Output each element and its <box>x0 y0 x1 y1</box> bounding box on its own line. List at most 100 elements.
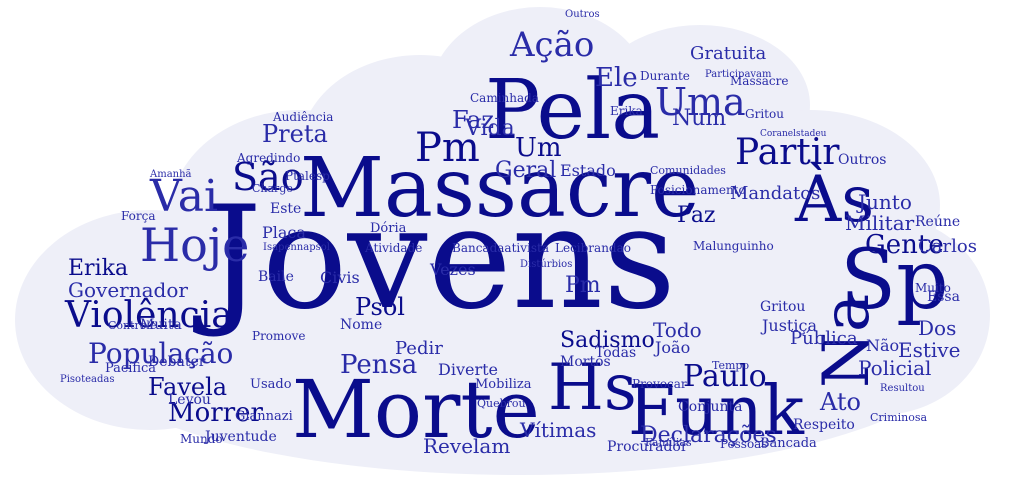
word-psol: Psol <box>355 293 405 321</box>
word-promove: Promove <box>252 329 306 343</box>
word-ptalesp: Ptalesp <box>285 169 330 183</box>
word-doria: Dória <box>370 221 407 236</box>
word-mortos: Mortos <box>560 354 611 370</box>
word-familias: Famílias <box>645 436 692 449</box>
word-hoje: Hoje <box>140 218 250 272</box>
word-participavam: Participavam <box>705 69 772 80</box>
word-as: Às <box>795 163 875 237</box>
word-mundo: Mundo <box>180 432 223 446</box>
word-governador: Governador <box>68 278 188 302</box>
word-gritou-small: Gritou <box>745 107 784 121</box>
word-quebrou: Quebrou <box>477 397 526 410</box>
word-amanha: Amanhã <box>150 169 192 180</box>
word-vezes: Vezes <box>430 260 476 279</box>
word-massacre-small: Massacre <box>730 74 789 88</box>
word-civis: Civis <box>320 268 360 287</box>
word-levou: Levou <box>168 392 211 408</box>
word-paulo: Paulo <box>683 359 767 394</box>
word-mandatos: Mandatos <box>730 183 821 204</box>
word-erika: Erika <box>68 256 129 281</box>
word-comunidades: Comunidades <box>650 164 726 177</box>
word-todas: Todas <box>595 345 637 361</box>
word-debater: Debater <box>148 354 206 370</box>
word-conjunta: Conjunta <box>678 399 743 415</box>
word-publica: Pública <box>790 328 858 349</box>
word-posicionamento: Posicionamento <box>650 183 746 197</box>
word-ele: Ele <box>595 63 638 93</box>
word-bancada: Bancada <box>760 436 817 451</box>
word-pisoteadas: Pisoteadas <box>60 374 115 385</box>
word-durante: Durante <box>640 69 690 83</box>
word-policial: Policial <box>858 356 932 380</box>
word-respeito: Respeito <box>793 417 855 433</box>
word-isapennapsol: Isapennapsol <box>263 242 330 253</box>
word-pedir: Pedir <box>395 338 443 359</box>
word-pm-2: Pm <box>565 273 601 298</box>
word-junto: Junto <box>858 190 912 214</box>
word-disturbios: Distúrbios <box>520 259 573 270</box>
word-dos: Dos <box>918 316 957 340</box>
word-pensa: Pensa <box>340 350 418 380</box>
word-tempo: Tempo <box>712 359 750 372</box>
word-nao: Não <box>866 336 900 355</box>
word-provocar: Provocar <box>632 377 687 391</box>
word-diverte: Diverte <box>438 360 498 379</box>
word-giannazi: Giannazi <box>235 409 293 424</box>
word-agredindo: Agredindo <box>237 151 301 165</box>
word-malunguinho: Malunguinho <box>693 239 774 253</box>
word-juventude: Juventude <box>205 429 277 445</box>
word-jovens: Jovens <box>205 176 676 341</box>
word-joao: João <box>655 338 691 357</box>
word-muito: Muito <box>915 281 951 295</box>
word-criminosa: Criminosa <box>870 411 928 424</box>
word-pm: Pm <box>415 125 480 171</box>
word-sadismo: Sadismo <box>560 328 655 353</box>
word-carlos: Carlos <box>918 236 977 257</box>
word-estado: Estado <box>560 161 616 180</box>
word-favela: Favela <box>148 373 228 401</box>
word-um: Um <box>515 133 562 163</box>
word-geral: Geral <box>495 158 557 183</box>
word-todo: Todo <box>653 318 702 342</box>
word-paz: Paz <box>677 203 716 228</box>
word-reune: Reúne <box>915 214 961 230</box>
word-funk: Funk <box>628 372 804 451</box>
word-vida: Vida <box>465 116 515 141</box>
word-militar: Militar <box>845 211 915 235</box>
word-pela: Pela <box>485 63 661 158</box>
word-controle: Controle <box>108 319 157 332</box>
word-usado: Usado <box>250 377 292 392</box>
word-caminhada: Caminhada <box>470 91 539 105</box>
word-declaracoes: Declarações <box>640 423 777 448</box>
word-morrer: Morrer <box>168 398 263 428</box>
word-hs: Hs <box>548 351 637 425</box>
word-uma: Uma <box>655 80 746 124</box>
word-gratuita: Gratuita <box>690 43 767 64</box>
word-outros-top: Outros <box>565 9 600 20</box>
word-gente: Gente <box>865 230 944 260</box>
word-partir: Partir <box>735 132 840 173</box>
word-morte: Morte <box>292 363 540 456</box>
word-procurador: Procurador <box>607 439 688 455</box>
word-charge: Charge <box>252 182 293 195</box>
word-muita: Muita <box>140 317 182 333</box>
word-placa: Placa <box>262 223 306 242</box>
word-atividade: Atividade <box>365 241 423 255</box>
word-pacifica: Pacífica <box>105 361 157 376</box>
word-faz: Faz <box>452 106 494 134</box>
word-coranelstadeu: Coranelstadeu <box>760 129 827 139</box>
word-lecibrandao: Lecibrandao <box>555 241 631 255</box>
word-audiencia: Audiência <box>273 110 334 124</box>
word-nome: Nome <box>340 317 383 333</box>
word-bancadaativista: Bancadaativista <box>452 241 549 255</box>
word-justica: Justiça <box>762 316 817 335</box>
word-revelam: Revelam <box>423 434 511 458</box>
word-num: Num <box>672 106 727 131</box>
word-sp: Sp <box>840 233 949 328</box>
word-erika-small: Erika <box>610 104 643 118</box>
word-preta: Preta <box>262 120 328 148</box>
word-resultou: Resultou <box>880 383 925 394</box>
